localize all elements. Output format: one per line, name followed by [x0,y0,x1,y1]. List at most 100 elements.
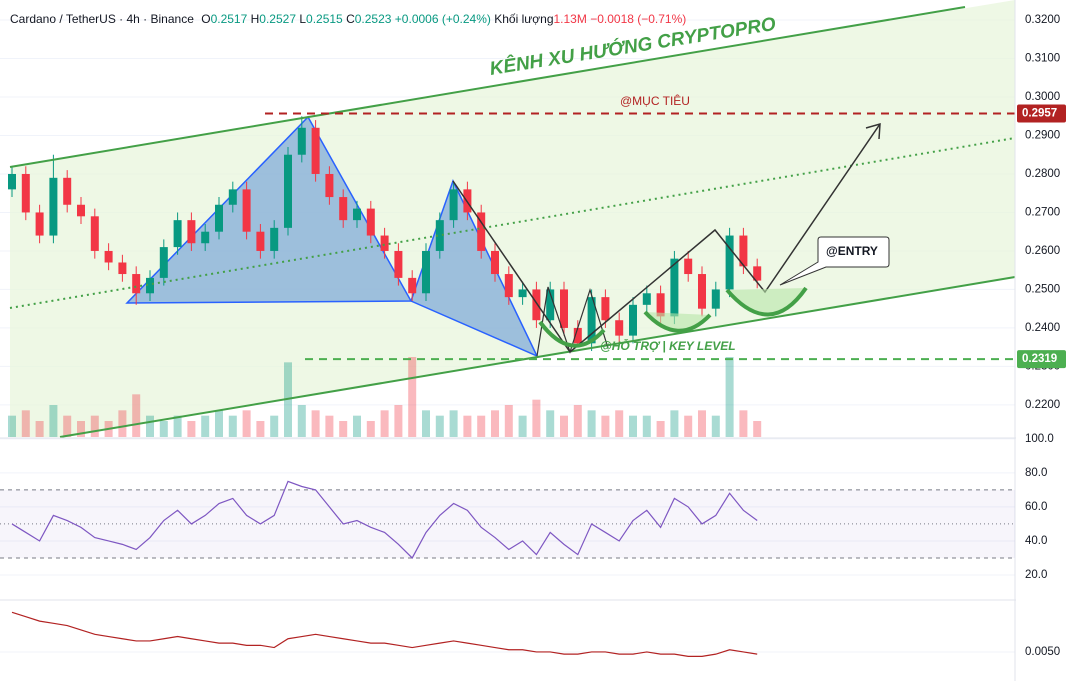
candle-body [21,173,30,213]
candle-body [242,189,251,232]
volume-bar [8,415,16,437]
candle-body [146,277,154,294]
volume-label: Khối lượng [494,12,553,26]
candle-body [601,297,610,321]
y-tick-label: 0.3100 [1025,53,1060,65]
volume-bar [491,410,499,437]
ohlc-label: C [346,12,355,26]
header: Cardano / TetherUS · 4h · Binance O0.251… [10,12,686,26]
ohlc-value: 0.2515 [306,12,343,26]
candle-body [353,208,361,221]
level-badge [1017,104,1066,123]
volume-bar [325,415,334,437]
candle-body [642,293,651,305]
volume-bar [435,415,444,437]
volume-bar [132,394,141,437]
zigzag [452,123,881,354]
volume-bar [394,405,403,437]
candles [8,116,762,352]
volume-bar [642,415,651,437]
candle-body [228,189,237,205]
candle-body [435,220,444,251]
volume-value: 1.13M [554,12,587,26]
cup [725,286,808,317]
candle-body [90,216,99,251]
channel-fill [10,0,1015,437]
volume-bar [146,415,154,437]
entry-label: @ENTRY [826,244,878,258]
y-tick-label: 0.2400 [1025,322,1060,334]
volume-bar [656,421,665,437]
volume-bar [228,415,237,437]
volume-bar [546,410,555,437]
volume-bar [173,415,182,437]
indicator-pane [11,611,758,657]
volume-bar [698,410,706,437]
candle-body [491,250,499,275]
volume-bar [408,357,417,437]
y-tick-label: 0.0050 [1025,646,1060,658]
arrow-head [865,122,881,140]
volume-bar [35,421,44,437]
volume-bar [449,410,458,437]
volume-bar [270,415,279,437]
change: +0.0006 (+0.24%) [395,12,491,26]
y-tick-label: 0.3200 [1025,14,1060,26]
ohlc-value: 0.2517 [211,12,248,26]
volume-bar [587,410,596,437]
volume-bar [422,410,430,437]
y-tick-label: 0.2600 [1025,245,1060,257]
volume-bar [49,405,58,437]
volume-bar [573,405,582,437]
ohlc-value: 0.2527 [259,12,296,26]
candle-body [256,231,265,251]
candle-body [325,173,334,198]
ohlc-label: L [299,12,306,26]
candle-body [173,220,182,248]
line [11,480,758,559]
level-label: 0.2319 [1022,353,1057,365]
volume-bar [90,415,99,437]
volume-bar [311,410,320,437]
ohlc-label: H [251,12,260,26]
candle-body [753,266,762,281]
candle-body [739,235,748,267]
pattern-line [536,286,609,357]
candle-body [311,127,320,174]
level-badge [1017,350,1066,369]
line [11,611,758,657]
y-tick-label: 40.0 [1025,535,1047,547]
candle-body [394,250,403,278]
volume-bar [242,410,251,437]
y-tick-label: 60.0 [1025,501,1047,513]
y-tick-label: 100.0 [1025,433,1054,445]
y-tick-label: 0.3000 [1025,91,1060,103]
volume-bar [77,421,85,437]
y-tick-label: 0.2800 [1025,168,1060,180]
candle-body [339,197,348,221]
cup [538,320,606,348]
volume-bar [504,405,513,437]
candle-body [201,231,210,244]
target-label: @MỤC TIÊU [620,93,690,108]
candle-body [35,212,44,236]
volume-bar [353,415,361,437]
candle-body [532,289,541,321]
candle-body [132,274,141,294]
candle-body [615,320,624,336]
volume-bar [366,421,375,437]
level-label: 0.2957 [1022,108,1057,120]
candle-body [104,250,113,263]
candle-body [422,250,430,294]
volume-bar [739,410,748,437]
candle-body [297,127,306,155]
candle-body [187,220,196,244]
candle-body [215,204,223,232]
candle-body [49,177,58,236]
candle-body [546,289,555,321]
volume-bar [463,415,472,437]
candle-body [573,327,582,344]
candle-body [159,247,168,278]
